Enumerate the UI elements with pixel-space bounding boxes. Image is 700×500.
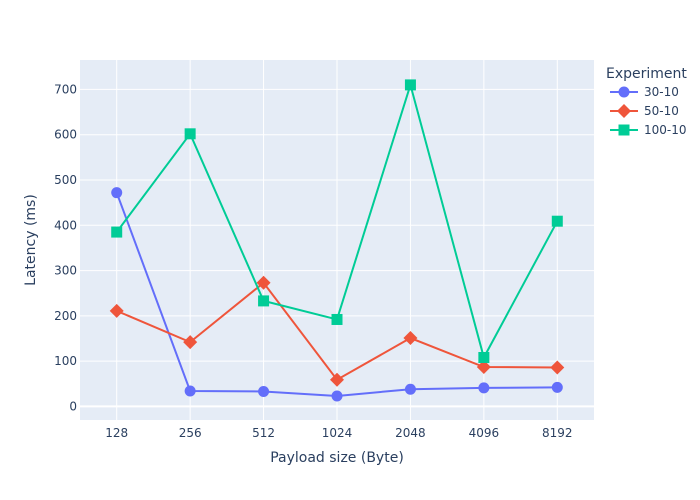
data-point — [258, 385, 270, 397]
data-point — [183, 335, 198, 350]
data-point — [109, 303, 124, 318]
data-point — [184, 385, 196, 397]
x-tick-label: 8192 — [542, 426, 573, 440]
series-layer — [109, 79, 565, 402]
x-tick-label: 512 — [252, 426, 275, 440]
data-point — [476, 360, 491, 375]
legend-item[interactable]: 50-10 — [610, 104, 679, 118]
data-point — [551, 381, 563, 393]
y-tick-label: 0 — [69, 399, 77, 413]
data-point — [403, 331, 418, 346]
x-tick-labels: 128 256 512 1024 2048 4096 8192 — [105, 426, 572, 440]
data-point — [478, 382, 490, 394]
data-point — [550, 360, 565, 375]
y-tick-label: 500 — [54, 173, 77, 187]
legend-items: 30-10 50-10 100-10 — [610, 85, 687, 137]
legend-label: 30-10 — [644, 85, 679, 99]
x-tick-label: 2048 — [395, 426, 426, 440]
series-50-10 — [109, 275, 565, 387]
legend-title: Experiment — [606, 66, 687, 82]
data-point — [184, 128, 196, 140]
data-point — [111, 187, 123, 199]
data-point — [478, 352, 490, 364]
data-point — [258, 295, 270, 307]
data-point — [111, 226, 123, 238]
data-point — [551, 215, 563, 227]
x-tick-label: 1024 — [322, 426, 353, 440]
series-30-10 — [111, 187, 563, 402]
data-point — [330, 372, 344, 387]
data-point — [256, 275, 271, 290]
legend-marker — [618, 124, 630, 136]
legend-marker — [617, 104, 631, 118]
y-tick-label: 400 — [54, 218, 77, 232]
y-tick-label: 700 — [54, 82, 77, 96]
y-tick-label: 600 — [54, 128, 77, 142]
data-point — [404, 383, 416, 395]
y-tick-label: 200 — [54, 309, 77, 323]
legend: Experiment 30-10 50-10 100-10 — [606, 66, 687, 137]
x-tick-label: 256 — [179, 426, 202, 440]
y-axis-title: Latency (ms) — [23, 194, 39, 286]
legend-label: 100-10 — [644, 123, 687, 137]
legend-item[interactable]: 30-10 — [610, 85, 679, 99]
legend-item[interactable]: 100-10 — [610, 123, 687, 137]
legend-marker — [618, 86, 630, 98]
y-tick-labels: 0 100 200 300 400 500 600 700 — [54, 82, 77, 413]
data-point — [331, 313, 343, 325]
x-axis-title: Payload size (Byte) — [270, 450, 404, 466]
x-tick-label: 4096 — [469, 426, 500, 440]
y-tick-label: 100 — [54, 354, 77, 368]
data-point — [331, 390, 343, 402]
series-100-10 — [111, 79, 563, 364]
x-tick-label: 128 — [105, 426, 128, 440]
legend-label: 50-10 — [644, 104, 679, 118]
data-point — [404, 79, 416, 91]
y-tick-label: 300 — [54, 264, 77, 278]
